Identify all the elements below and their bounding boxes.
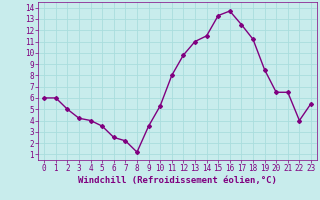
X-axis label: Windchill (Refroidissement éolien,°C): Windchill (Refroidissement éolien,°C): [78, 176, 277, 185]
